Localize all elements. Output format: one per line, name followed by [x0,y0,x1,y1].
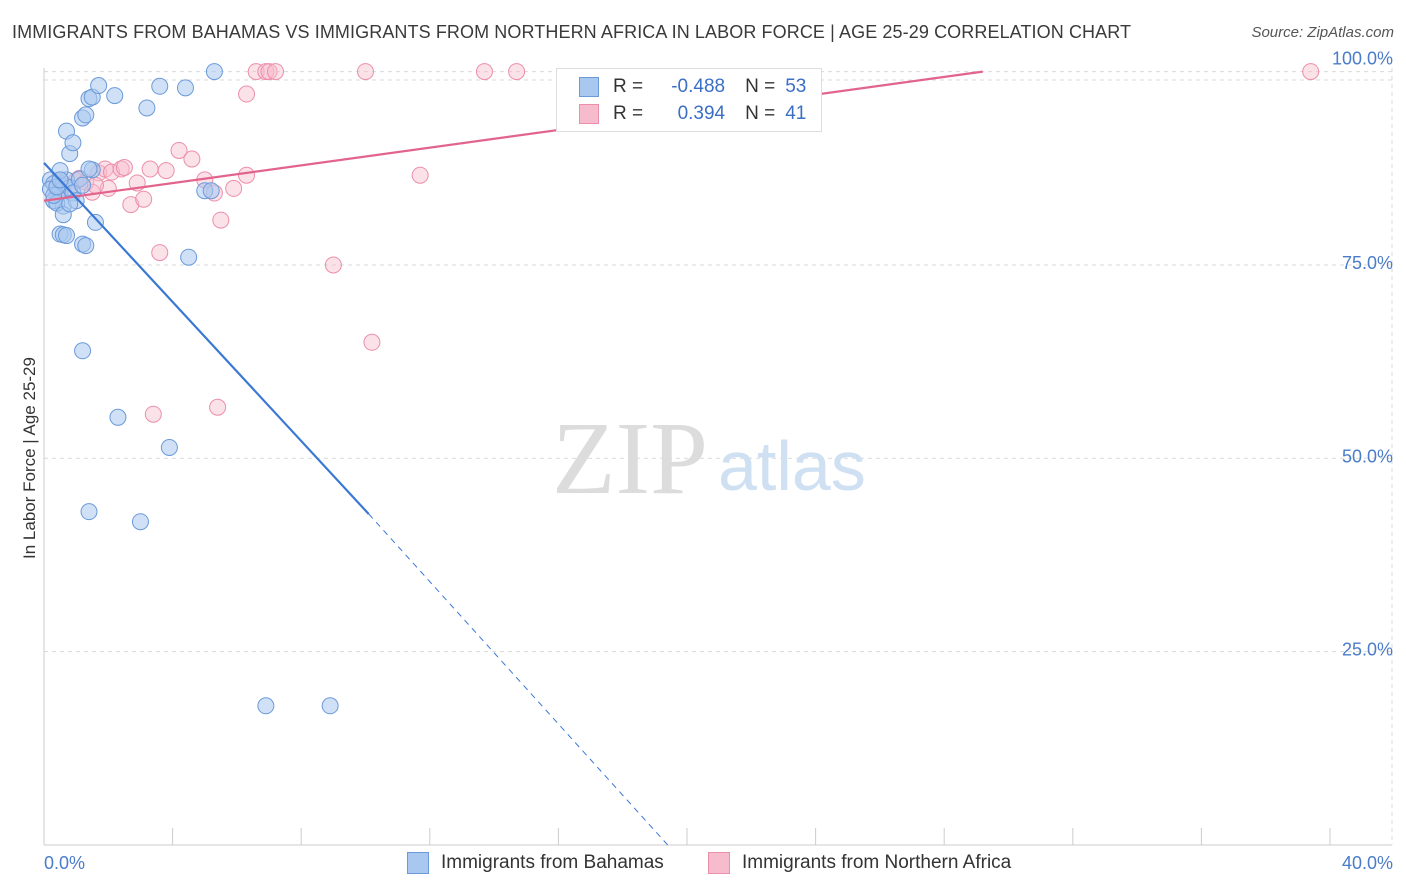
r-value-bahamas: -0.488 [671,76,726,97]
data-point-nafrica [475,63,493,81]
legend-item-nafrica[interactable]: Immigrants from Northern Africa [708,852,1011,874]
trend-lines [43,70,983,846]
legend-item-bahamas[interactable]: Immigrants from Bahamas [407,852,664,874]
data-point-nafrica [260,63,278,81]
data-point-bahamas [90,77,108,95]
data-point-bahamas [202,182,220,200]
data-point-nafrica [170,141,188,159]
data-point-bahamas [80,160,98,178]
y-tick-labels: 25.0% 50.0% 75.0% 100.0% [1332,49,1393,660]
legend-row-bahamas: R = -0.488 N = 53 [579,75,806,99]
data-point-bahamas [80,503,98,521]
data-point-bahamas [176,79,194,97]
data-point-nafrica [103,163,121,181]
data-point-bahamas [58,227,76,245]
trend-line-bahamas [43,162,370,515]
data-point-nafrica [324,256,342,274]
data-point-nafrica [135,190,153,208]
stats-legend: R = -0.488 N = 53 R = 0.394 N = 41 [556,68,822,132]
x-tick-label-min: 0.0% [44,853,85,873]
y-tick-label: 75.0% [1342,253,1393,273]
r-value-nafrica: 0.394 [677,103,726,124]
trend-line-bahamas-extension [368,513,669,846]
legend-row-nafrica: R = 0.394 N = 41 [579,102,806,126]
legend-label-nafrica: Immigrants from Northern Africa [742,852,1012,873]
series-legend: Immigrants from Bahamas Immigrants from … [0,852,1406,878]
data-point-nafrica [151,244,169,262]
data-point-bahamas [257,697,275,715]
data-point-nafrica [144,405,162,423]
n-value-bahamas: 53 [785,76,807,97]
data-point-nafrica [115,159,133,177]
data-point-bahamas [64,134,82,152]
watermark-atlas: atlas [718,427,866,505]
data-point-nafrica [183,150,201,168]
data-point-bahamas [77,106,95,124]
source-label: Source: ZipAtlas.com [1251,24,1394,41]
chart-title: IMMIGRANTS FROM BAHAMAS VS IMMIGRANTS FR… [12,22,1132,42]
data-point-nafrica [411,166,429,184]
legend-swatch-bahamas [579,77,599,97]
data-point-bahamas [106,87,124,105]
legend-swatch-bahamas [407,852,429,874]
y-tick-label: 25.0% [1342,640,1393,660]
data-point-nafrica [209,398,227,416]
data-point-bahamas [205,63,223,81]
data-point-nafrica [266,63,284,81]
data-point-bahamas [131,513,149,531]
data-point-nafrica [363,333,381,351]
data-point-bahamas [109,408,127,426]
data-point-bahamas [160,438,178,456]
data-point-nafrica [122,196,140,214]
y-tick-label: 50.0% [1342,446,1393,466]
y-tick-label: 100.0% [1332,49,1393,69]
r-label: R = [613,76,644,97]
data-point-bahamas [321,697,339,715]
data-point-bahamas [74,176,92,194]
data-point-nafrica [157,162,175,180]
data-point-nafrica [212,211,230,229]
gridlines [44,68,1393,845]
data-point-bahamas [77,237,95,255]
trend-line-nafrica [43,70,983,202]
data-point-nafrica [238,85,256,103]
data-point-nafrica [357,63,374,81]
axes [43,68,1392,846]
watermark: ZIP atlas [552,401,866,516]
r-label: R = [613,103,644,124]
n-label: N = [745,103,776,124]
data-point-bahamas [151,77,169,95]
data-point-bahamas [86,213,104,231]
data-point-nafrica [508,63,526,81]
n-label: N = [745,76,776,97]
data-point-bahamas [61,195,79,213]
data-point-nafrica [1302,63,1320,81]
data-point-nafrica [247,63,265,81]
data-point-nafrica [141,160,159,178]
data-point-bahamas [138,99,156,117]
n-value-nafrica: 41 [785,103,807,124]
data-point-nafrica [238,166,256,184]
data-point-bahamas [180,248,198,266]
legend-swatch-nafrica [579,104,599,124]
x-tick-labels: 0.0% 40.0% [44,853,1393,873]
legend-swatch-nafrica [708,852,730,874]
legend-label-bahamas: Immigrants from Bahamas [441,852,664,873]
data-point-nafrica [225,179,243,197]
x-tick-label-max: 40.0% [1342,853,1393,873]
data-point-bahamas [74,342,92,360]
watermark-zip: ZIP [552,401,708,516]
